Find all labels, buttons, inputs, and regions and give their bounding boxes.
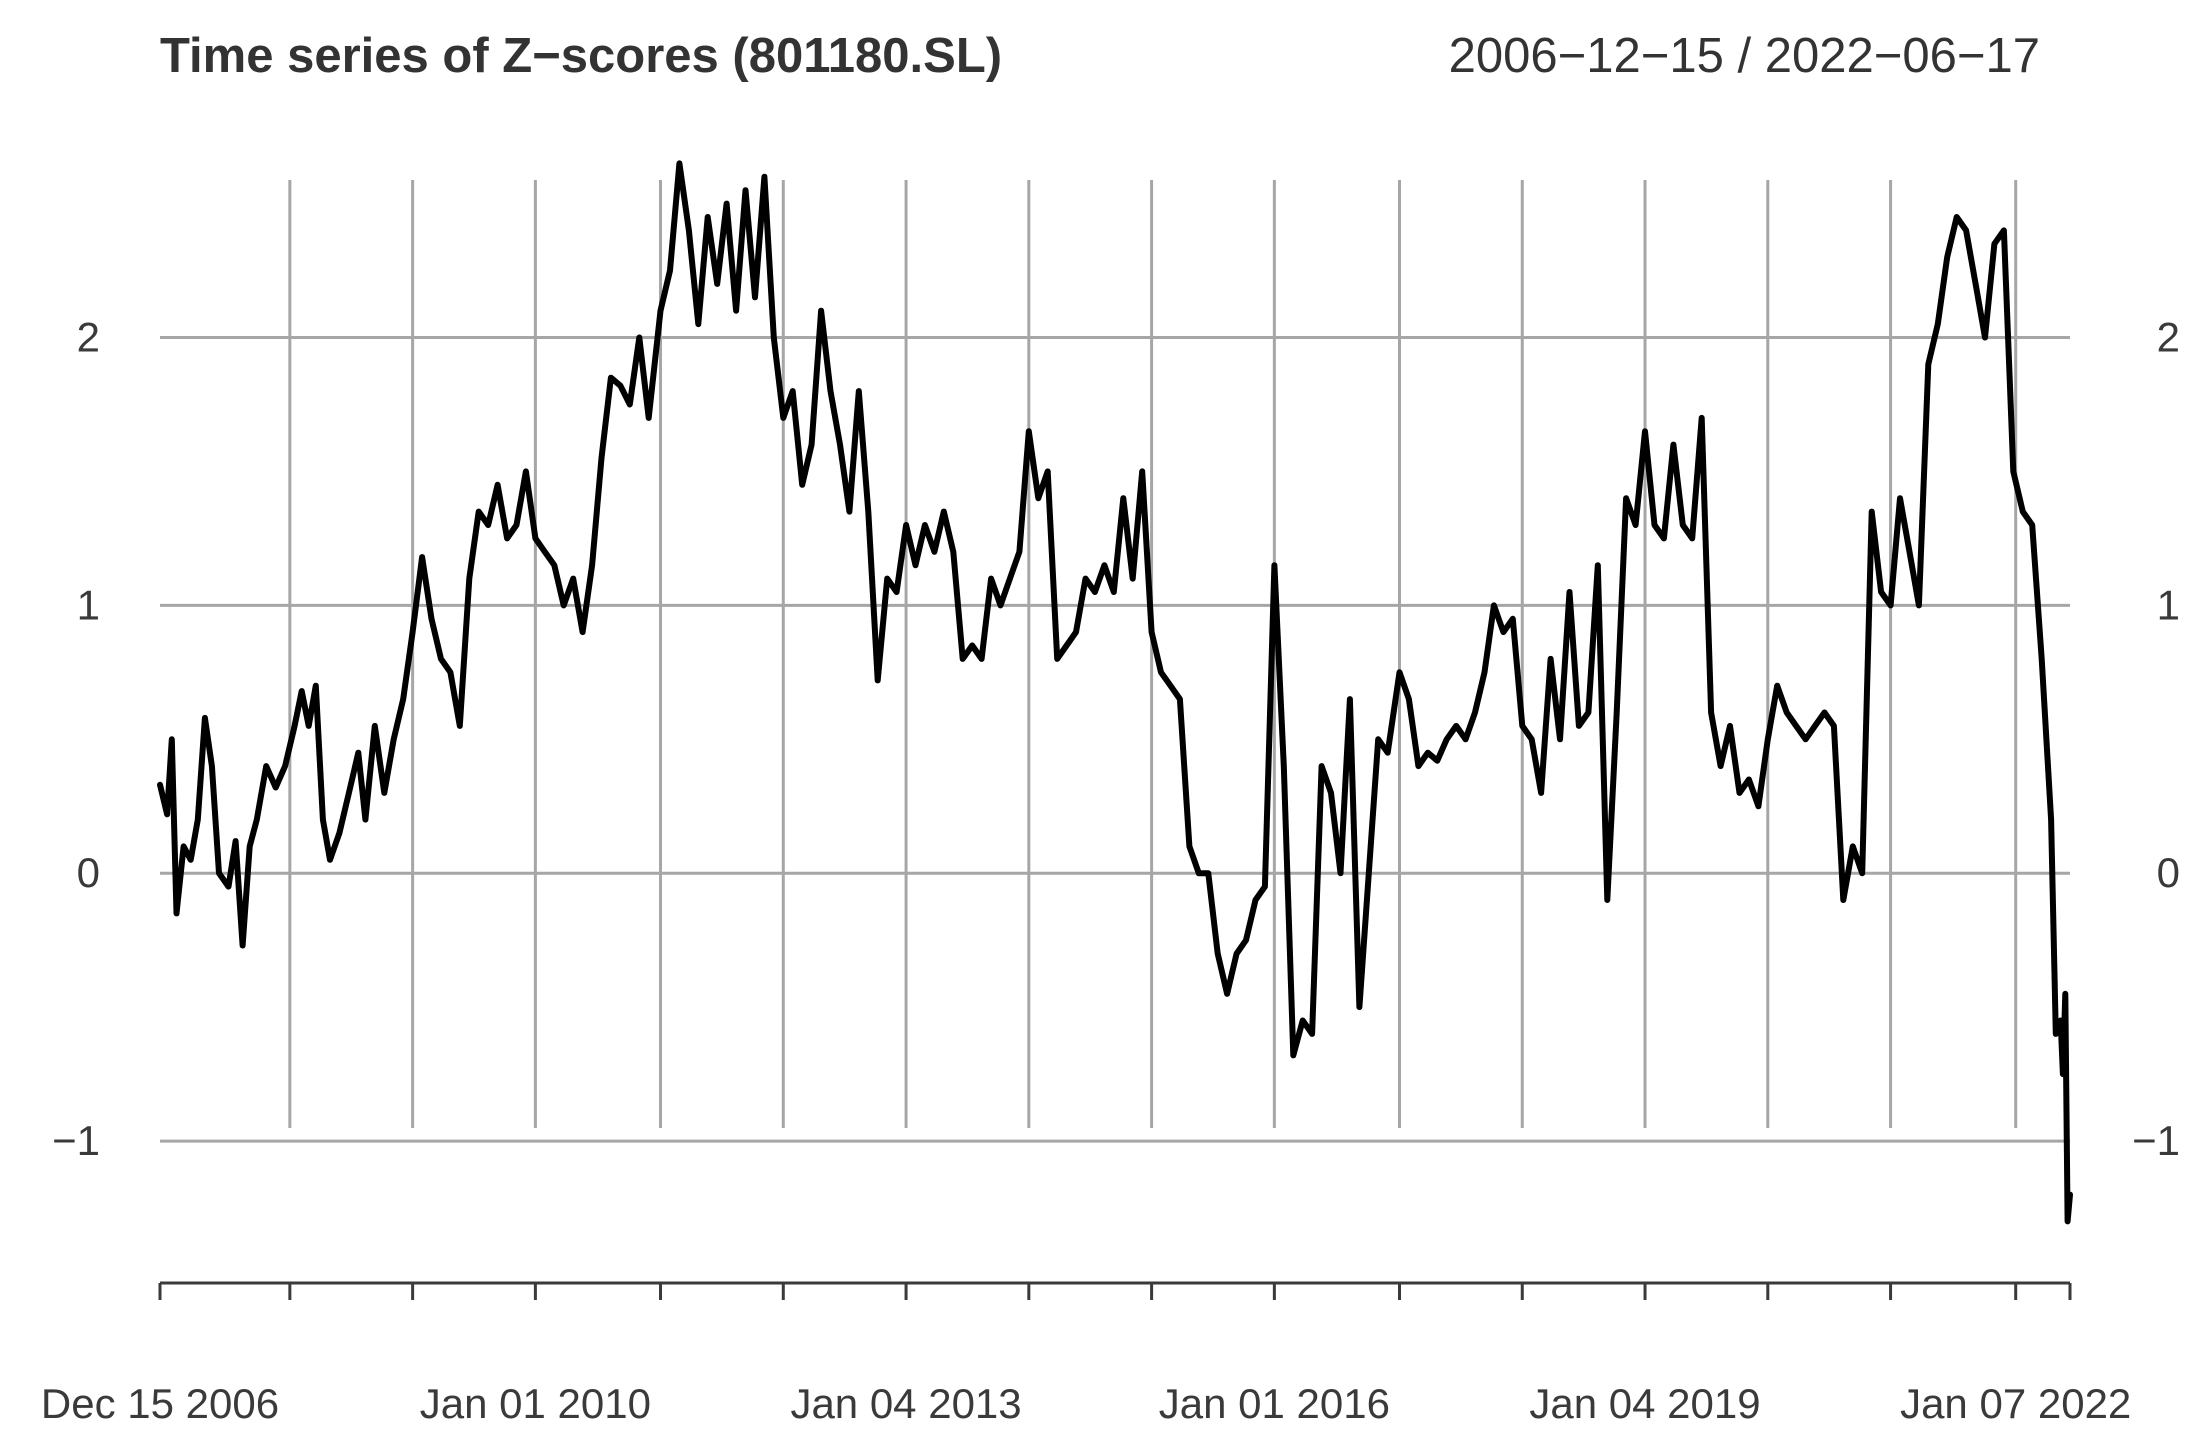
y-tick-label-left: 2: [77, 314, 100, 361]
horizontal-gridlines: [160, 336, 2070, 1143]
x-tick-label: Jan 01 2016: [1159, 1380, 1390, 1427]
x-tick-label: Jan 04 2013: [790, 1380, 1021, 1427]
y-tick-label-right: −1: [2132, 1117, 2180, 1164]
y-tick-label-right: 1: [2157, 581, 2180, 628]
y-axis-right: −1 0 1 2: [2132, 314, 2180, 1165]
x-tick-label: Jan 04 2019: [1529, 1380, 1760, 1427]
x-tick-label: Jan 01 2010: [420, 1380, 651, 1427]
y-tick-label-left: 1: [77, 581, 100, 628]
chart-title: Time series of Z−scores (801180.SL): [160, 29, 1002, 83]
series-line-0: [157, 160, 2073, 1225]
vertical-gridlines: [288, 180, 2018, 1128]
y-tick-label-right: 0: [2157, 849, 2180, 896]
y-tick-label-left: 0: [77, 849, 100, 896]
x-tick-label: Dec 15 2006: [41, 1380, 279, 1427]
x-axis: Dec 15 2006 Jan 01 2010 Jan 04 2013 Jan 01 …: [41, 1281, 2131, 1427]
y-tick-label-right: 2: [2157, 314, 2180, 361]
x-tick-label: Jan 07 2022: [1900, 1380, 2131, 1427]
y-axis-left: −1 0 1 2: [52, 314, 100, 1165]
series-layer: [157, 160, 2073, 1225]
y-tick-label-left: −1: [52, 1117, 100, 1164]
date-range-label: 2006−12−15 / 2022−06−17: [1449, 29, 2040, 83]
